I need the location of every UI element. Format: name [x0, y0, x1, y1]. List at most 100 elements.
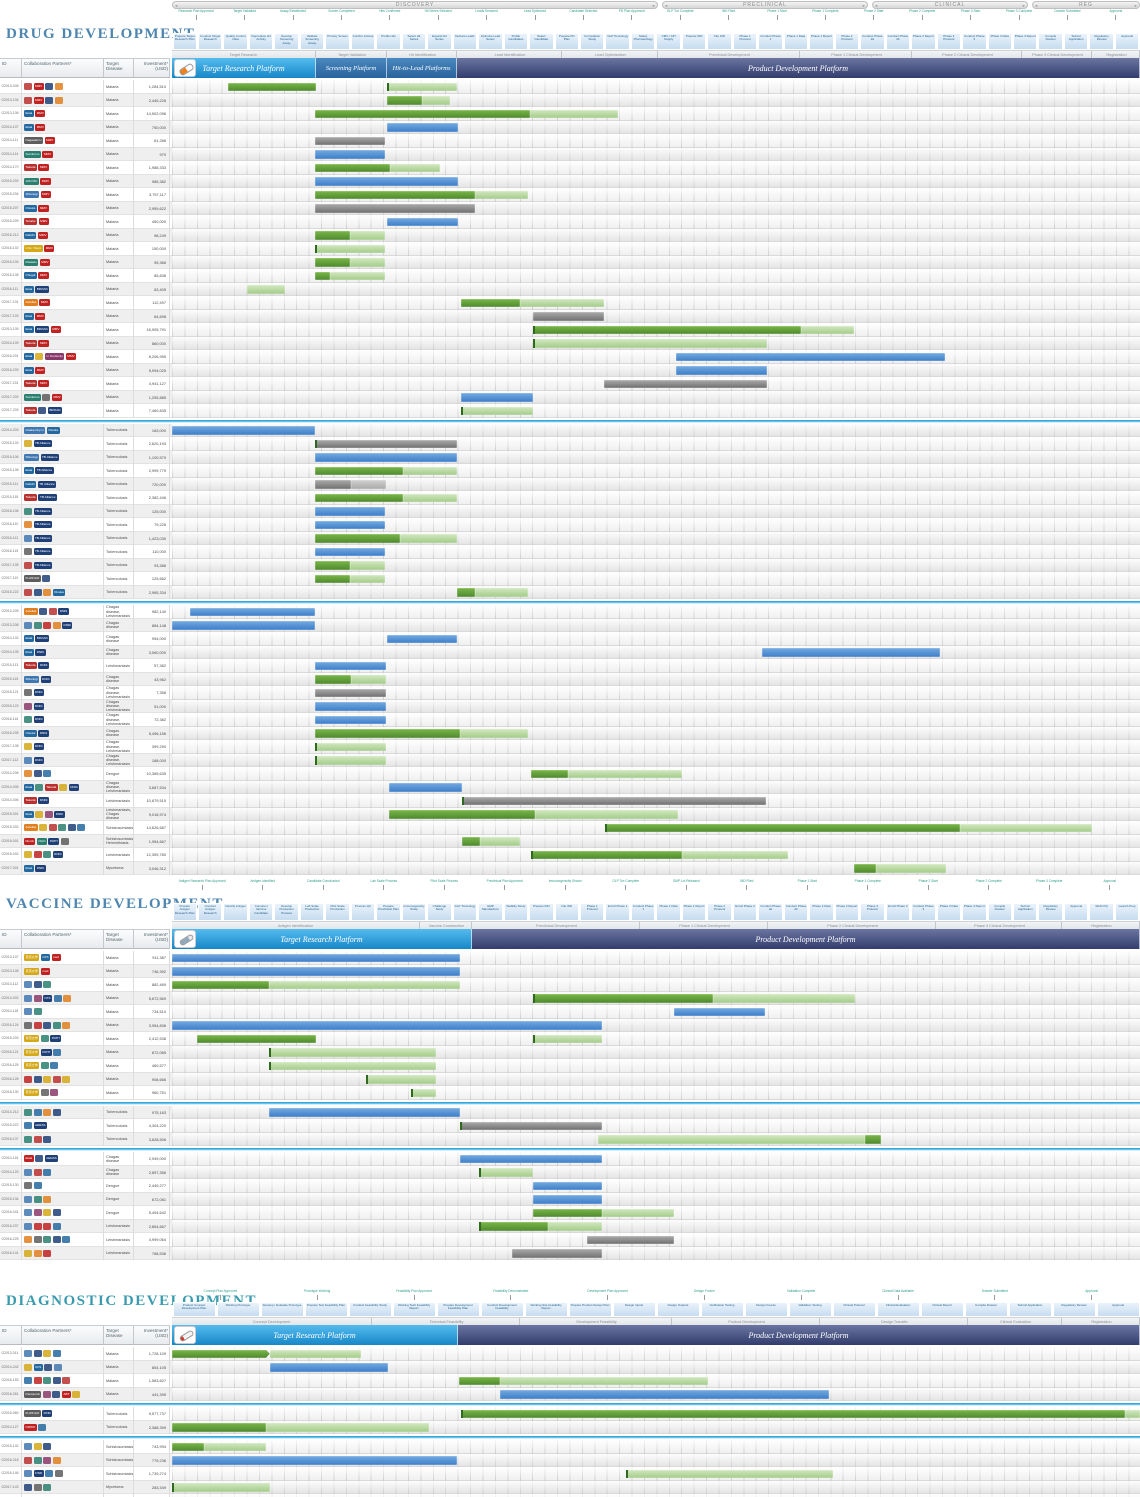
row-id-cell: G2014-127 — [0, 1420, 22, 1434]
partner-logo: Panasonic — [24, 1390, 42, 1398]
row-id-cell: G2016-153 — [0, 1374, 22, 1388]
row-partners-cell: Eisai Takeda DNDi — [22, 780, 104, 794]
platform-header-row: ID Collaboration Partners* Target Disease I… — [0, 1325, 1140, 1345]
row-partners-cell — [22, 1005, 104, 1019]
scroll-right-arrow-icon[interactable]: ▸ — [652, 3, 655, 8]
scroll-left-arrow-icon[interactable]: ◂ — [1035, 3, 1038, 8]
row-gantt-track — [172, 740, 1140, 754]
row-partners-cell: FUJIFILM FIND — [22, 1407, 104, 1421]
partner-logo — [43, 1195, 51, 1203]
partner-logo: TB Alliance — [38, 494, 57, 502]
partner-logo — [24, 83, 32, 91]
scroll-right-arrow-icon[interactable]: ▸ — [862, 3, 865, 8]
scroll-left-arrow-icon[interactable]: ◂ — [175, 3, 178, 8]
row-investment-cell: 1,988,333 — [134, 161, 170, 175]
row-id-cell: G2015-203 — [0, 1032, 22, 1046]
pill-icon — [178, 62, 195, 77]
partner-logo: TB Alliance — [33, 561, 52, 569]
stage-header-cell: Phase 2 Report — [911, 33, 936, 50]
row-disease-cell: Dengue — [104, 1192, 134, 1206]
row-disease-cell: Chagas disease, Leishmaniasis — [104, 753, 134, 767]
partner-logo — [24, 1195, 32, 1203]
partner-logo: Eisai — [24, 353, 34, 361]
milestone-label: Lead Optimized — [509, 9, 561, 20]
row-investment-cell: 672,081 — [134, 1192, 170, 1206]
row-investment-cell: 2,445,226 — [134, 93, 170, 107]
scroll-right-arrow-icon[interactable]: ▸ — [1022, 3, 1025, 8]
row-disease-cell: Schistosomiasis — [104, 1453, 134, 1467]
row-partners-cell: Eisai DNDi — [22, 807, 104, 821]
syringe-icon — [174, 930, 196, 948]
gantt-bar — [403, 466, 457, 475]
row-id-cell: G2016-108 — [0, 269, 22, 283]
row-disease-cell: Tuberculosis — [104, 572, 134, 586]
row-gantt-track — [172, 1233, 1140, 1247]
partner-logo: MMV — [51, 393, 63, 401]
partner-logo: Eisai — [24, 810, 34, 818]
row-gantt-track — [172, 1152, 1140, 1166]
milestone-connector-line — [413, 1294, 415, 1300]
partner-logo — [54, 83, 63, 91]
milestone-label: Phase 2 Start — [848, 9, 900, 20]
partner-logo: Nagasaki U — [24, 137, 43, 145]
row-disease-cell: Malaria — [104, 282, 134, 296]
gantt-bar — [197, 1034, 317, 1043]
phase-scrollbar-reg[interactable]: ◂ REG ▸ — [1032, 1, 1140, 9]
row-disease-cell: Malaria — [104, 107, 134, 121]
stage-header-cell: Declare Leads — [452, 33, 478, 50]
gantt-bar — [315, 729, 461, 738]
row-disease-cell: Malaria — [104, 174, 134, 188]
row-partners-cell: Kitasato MMV — [22, 255, 104, 269]
gantt-bar — [315, 688, 386, 697]
row-investment-cell: 3,060,000 — [134, 645, 170, 659]
scroll-right-arrow-icon[interactable]: ▸ — [1134, 3, 1137, 8]
row-gantt-track — [172, 518, 1140, 532]
row-disease-cell: Malaria — [104, 120, 134, 134]
row-disease-cell: Tuberculosis — [104, 504, 134, 518]
gantt-bar — [386, 634, 457, 643]
partner-logo: DNDi — [38, 729, 49, 737]
milestone-connector-line — [504, 884, 506, 890]
table-row: G2014-005 Eisai Takeda DNDi Chagas disease, … — [0, 780, 1140, 794]
row-gantt-track — [172, 504, 1140, 518]
row-partners-cell: DNDi — [22, 740, 104, 754]
phase-label: PRECLINICAL — [743, 1, 787, 8]
partner-logo — [33, 1135, 42, 1143]
row-investment-cell: 450,000 — [134, 215, 170, 229]
partner-logo: Takeda — [44, 783, 58, 791]
milestone-connector-line — [824, 14, 826, 20]
row-id-cell: G2015-111 — [0, 477, 22, 491]
row-partners-cell — [22, 1192, 104, 1206]
scroll-left-arrow-icon[interactable]: ◂ — [875, 3, 878, 8]
table-row: G2016-137 Tuberculosis 3,628,506 — [0, 1132, 1140, 1146]
partner-logo: MMV — [38, 204, 49, 212]
milestone-label: Phase 3 Complete — [1023, 879, 1075, 890]
platform-bar-trp: Target Research Platform — [172, 1325, 458, 1345]
scroll-left-arrow-icon[interactable]: ◂ — [665, 3, 668, 8]
milestone-connector-line — [383, 884, 385, 890]
stage-header-cell: Design Freeze — [744, 1302, 788, 1317]
row-disease-cell: Malaria — [104, 323, 134, 337]
partner-logo — [24, 1363, 32, 1371]
row-id-cell: G2014-107 — [0, 120, 22, 134]
row-investment-cell: 2,382,446 — [134, 491, 170, 505]
partner-logo: DNDi — [33, 689, 44, 697]
stage-header-cell: Regulatory Review — [1038, 903, 1063, 921]
phase-scrollbar-preclinical[interactable]: ◂ PRECLINICAL ▸ — [662, 1, 868, 9]
table-row: G2014-111 Nagasaki U MMV Malaria 61,286 — [0, 134, 1140, 148]
phase-scrollbar-clinical[interactable]: ◂ CLINICAL ▸ — [872, 1, 1028, 9]
gantt-bar — [351, 675, 386, 684]
partner-logo — [43, 1249, 51, 1257]
stage-header-cell: Prepare Preclinical Plan — [376, 903, 401, 921]
table-row: G2016-128 Malaria 908,666 — [0, 1072, 1140, 1086]
table-row: G2016-112 TB Alliance Tuberculosis 1,423,03… — [0, 531, 1140, 545]
milestone-label: Phase 1 Complete — [799, 9, 851, 20]
stage-header-cell: Conduct Phase 2a — [758, 903, 783, 921]
stage-header-cells: Prepare Target Research Plan Conduct Targ… — [172, 33, 1140, 50]
table-row: G2013-045 MMV Malaria 1,284,510 — [0, 80, 1140, 94]
phase-scrollbar-discovery[interactable]: ◂ DISCOVERY ▸ — [172, 1, 658, 9]
gantt-bar — [676, 352, 946, 361]
row-gantt-track — [172, 296, 1140, 310]
table-row: G2015-118 Takeda TB Alliance Tuberculosis 2,… — [0, 491, 1140, 505]
row-id-cell: G2013-045 — [0, 80, 22, 94]
